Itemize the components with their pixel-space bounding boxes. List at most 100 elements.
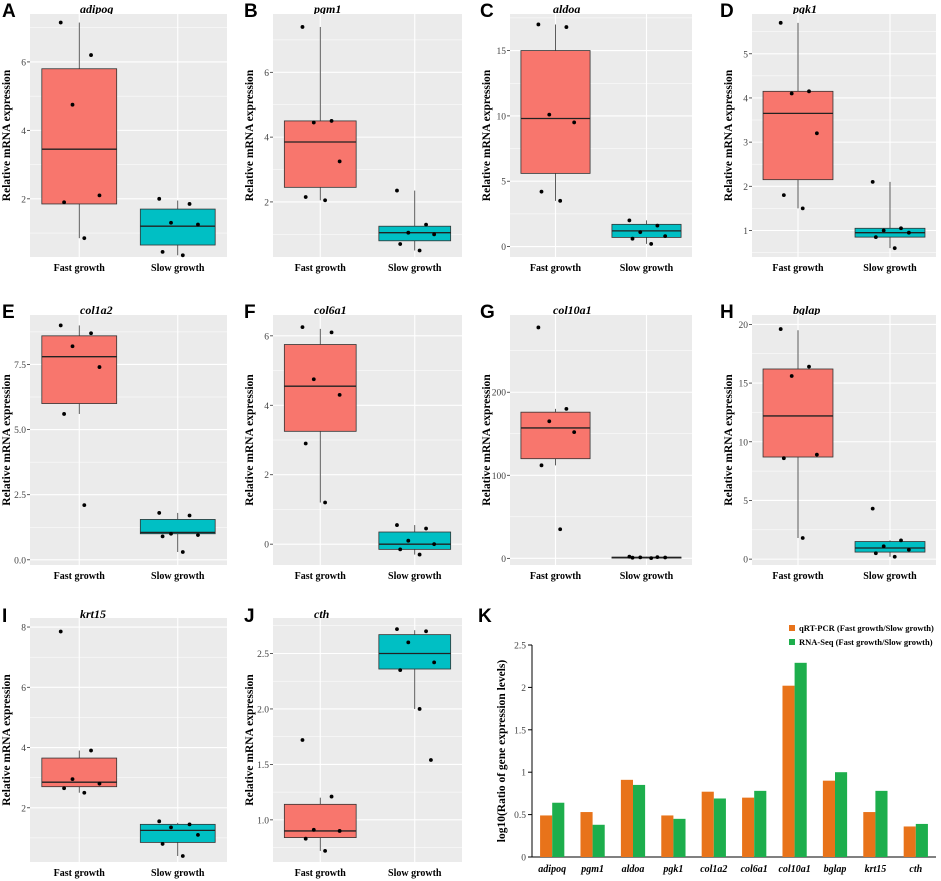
y-tick-label: 2.5 — [257, 650, 269, 660]
panel-letter: G — [480, 302, 495, 323]
bar-rna-seq — [835, 772, 848, 857]
data-point — [417, 248, 422, 253]
x-category-label: adipoq — [538, 864, 566, 875]
data-point — [789, 374, 794, 378]
y-tick-label: 4 — [264, 402, 269, 412]
data-point — [58, 629, 63, 634]
y-axis-label: Relative mRNA expression — [481, 374, 493, 506]
data-point — [82, 790, 87, 795]
y-tick-label: 0.5 — [514, 811, 526, 821]
data-point — [630, 555, 635, 560]
y-tick-label: 4 — [743, 94, 748, 104]
data-point — [62, 412, 66, 416]
gene-title: pgk1 — [792, 2, 817, 16]
data-point — [807, 89, 811, 94]
gene-title: col10a1 — [553, 303, 592, 317]
y-tick-label: 7.5 — [14, 361, 26, 371]
data-point — [300, 325, 305, 330]
bar-rna-seq — [592, 824, 605, 857]
data-point — [303, 441, 308, 446]
data-point — [424, 222, 428, 227]
bar-rna-seq — [673, 818, 686, 857]
x-category-label: pgm1 — [580, 864, 604, 875]
data-point — [536, 22, 541, 27]
y-axis-label: Relative mRNA expression — [723, 374, 735, 506]
y-tick-label: 5 — [501, 178, 506, 188]
x-category-label: pgk1 — [662, 864, 683, 875]
data-point — [398, 668, 403, 673]
y-tick-label: 0 — [521, 854, 526, 864]
data-point — [196, 832, 200, 837]
box-fast — [762, 368, 834, 458]
y-tick-label: 2 — [21, 195, 26, 205]
data-point — [82, 503, 87, 508]
data-point — [157, 819, 162, 824]
y-tick-label: 6 — [21, 684, 26, 694]
data-point — [638, 555, 643, 560]
data-point — [870, 506, 875, 511]
x-category-label: Fast growth — [54, 263, 106, 274]
data-point — [800, 206, 805, 211]
box-slow — [854, 541, 926, 553]
data-point — [157, 511, 162, 515]
data-point — [663, 555, 668, 560]
data-point — [89, 748, 93, 753]
data-point — [814, 131, 819, 136]
panel-letter: C — [480, 1, 494, 22]
data-point — [539, 463, 544, 468]
data-point — [432, 660, 437, 665]
bar-rna-seq — [713, 798, 726, 857]
box-fast — [520, 50, 591, 174]
data-point — [547, 419, 552, 424]
x-category-label: Fast growth — [54, 868, 106, 879]
data-point — [558, 198, 563, 203]
data-point — [417, 552, 422, 557]
gene-title: cth — [314, 607, 330, 621]
box-fast — [283, 803, 357, 838]
data-point — [58, 20, 63, 25]
y-tick-label: 5.0 — [14, 426, 26, 436]
data-point — [906, 230, 911, 235]
data-point — [547, 112, 552, 117]
x-category-label: col6a1 — [741, 864, 768, 875]
box-slow — [139, 208, 216, 246]
y-tick-label: 2 — [21, 804, 26, 814]
x-category-label: Fast growth — [772, 571, 824, 582]
data-point — [337, 159, 342, 164]
x-category-label: Slow growth — [151, 571, 205, 582]
bar-rna-seq — [552, 802, 565, 857]
data-point — [406, 640, 411, 645]
data-point — [311, 120, 316, 125]
data-point — [432, 232, 437, 237]
box-fast — [283, 344, 357, 432]
gene-title: adipoq — [80, 2, 113, 16]
data-point — [800, 536, 805, 540]
data-point — [311, 377, 316, 382]
y-tick-label: 4 — [21, 744, 26, 754]
data-point — [781, 193, 786, 198]
y-tick-label: 0 — [264, 541, 269, 551]
bar-rna-seq — [794, 662, 807, 857]
x-category-label: Slow growth — [863, 263, 917, 274]
y-axis-label: Relative mRNA expression — [244, 674, 256, 806]
data-point — [655, 223, 660, 228]
y-tick-label: 1.5 — [514, 726, 526, 736]
box-slow — [378, 225, 452, 242]
x-category-label: Slow growth — [388, 571, 442, 582]
x-category-label: Fast growth — [772, 263, 824, 274]
bar-qrt-pcr — [782, 685, 795, 857]
gene-title: col6a1 — [314, 303, 347, 317]
bar-qrt-pcr — [540, 815, 553, 857]
data-point — [169, 825, 173, 830]
bar-qrt-pcr — [580, 812, 593, 857]
y-axis-label: Relative mRNA expression — [244, 374, 256, 506]
panel-letter: J — [244, 606, 255, 627]
data-point — [873, 235, 878, 240]
y-tick-label: 100 — [492, 472, 507, 482]
